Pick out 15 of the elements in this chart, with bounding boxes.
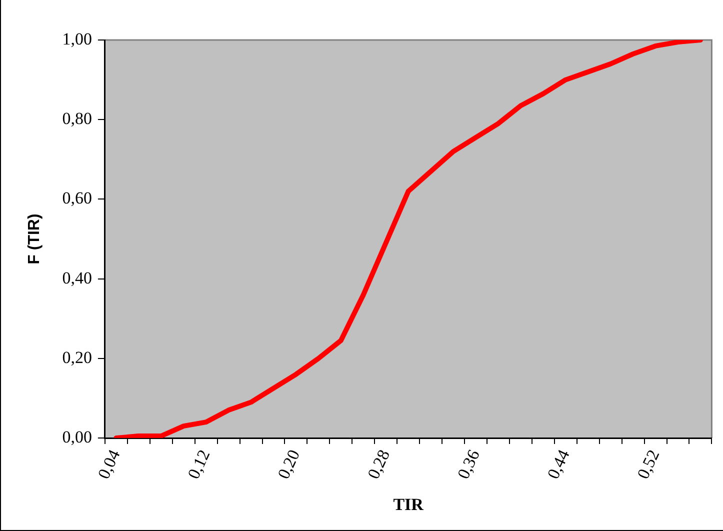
- y-tick-label: 0,20: [62, 348, 92, 367]
- y-tick-label: 0,60: [62, 188, 92, 208]
- x-tick-label: 0,52: [633, 446, 664, 482]
- x-tick-label: 0,20: [274, 446, 304, 482]
- y-tick-label: 0,80: [62, 109, 92, 128]
- x-tick-label: 0,04: [94, 446, 124, 482]
- x-tick-label: 0,28: [364, 446, 394, 482]
- y-tick-label: 0,00: [62, 427, 92, 446]
- x-tick-label: 0,44: [544, 446, 574, 482]
- x-tick-label: 0,36: [454, 446, 484, 482]
- x-tick-label: 0,12: [184, 446, 214, 482]
- x-axis-title: TIR: [393, 495, 424, 514]
- y-axis-title: F (TIR): [26, 214, 44, 264]
- y-tick-label: 0,40: [62, 268, 92, 288]
- y-tick-label: 1,00: [62, 29, 92, 48]
